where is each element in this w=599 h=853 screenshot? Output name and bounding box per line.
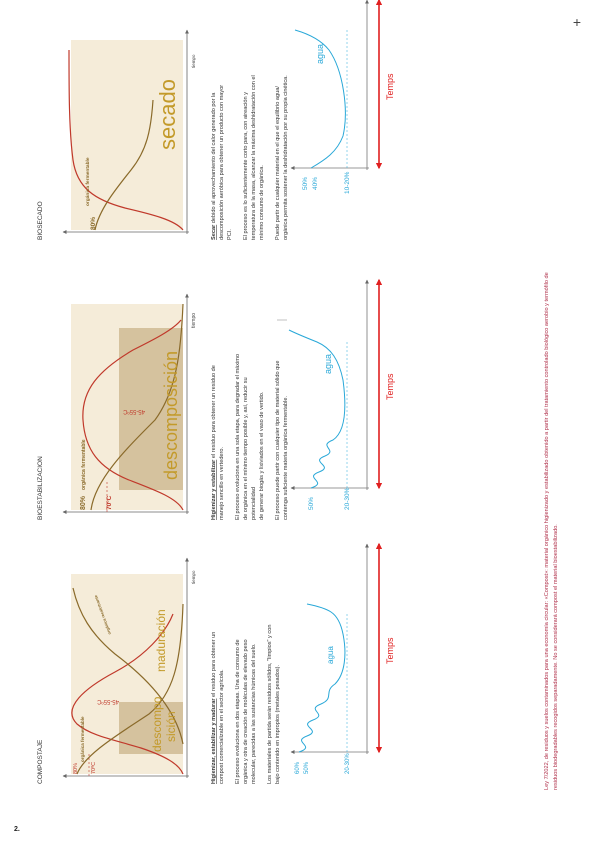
desc-p1-bold: Secar (211, 224, 217, 240)
desc-p3-l2: contenga suficiente materia orgánica fer… (283, 395, 289, 520)
section-title-bioestabilizacion: BIOESTABILIZACION (37, 456, 44, 520)
fermentable-organic-curve (76, 603, 184, 775)
label-temps: Temps (385, 373, 395, 400)
label-organica-fermentable: orgánica fermentable (81, 439, 87, 490)
desc-p3-l1: Los materiales de partida serán residuos… (267, 625, 273, 784)
section-title-compostaje: COMPOSTAJE (37, 739, 44, 784)
footer-note-line2: residuos biodegradables recogidos separa… (553, 524, 559, 790)
desc-p3-l1: Puede partir de cualquier material en el… (275, 86, 281, 240)
label-maduracion: maduración (154, 609, 168, 672)
section-title-biosecado: BIOSECADO (37, 201, 44, 240)
desc-p1-rest: el residuo para obtener un residuo de (211, 365, 217, 460)
desc-p2-l1: El proceso evoluciona en una sola etapa,… (235, 354, 241, 520)
description-bioestabilizacion: Higienizar y estabilizar el residuo para… (211, 354, 289, 520)
desc-p2-l1: El proceso evoluciona en dos etapas. Una… (235, 639, 241, 784)
temperature-curve (71, 613, 184, 775)
desc-p2-l1: El proceso es lo suficientemente corto p… (243, 92, 249, 240)
label-temp-range: 45-55ºC (96, 698, 119, 705)
footer-note: Ley 7/2022, de residuos y suelos contami… (544, 272, 559, 790)
label-temp-range: 45-55ºC (122, 408, 145, 415)
fermentable-organic-curve (90, 303, 184, 511)
thermophilic-band (119, 702, 183, 754)
label-70c: 70ºC (90, 762, 97, 774)
description-compostaje: Higienizar, estabilizar y madurar el res… (211, 625, 281, 784)
desc-p1-l2: descomposición aeróbica para obtener un … (219, 85, 225, 240)
label-agua: agua (326, 646, 335, 664)
label-50: 50% (308, 497, 315, 510)
desc-p2-l4: de generar biogás y lixiviados en el vas… (259, 391, 265, 520)
label-descompo: descompo (150, 696, 164, 752)
water-curve (294, 29, 346, 169)
label-temps: Temps (385, 637, 395, 664)
humidity-chart-biosecado: 50% 40% 10-20% agua Temps (290, 0, 395, 194)
desc-p1-bold: Higienizar, estabilizar y madurar (211, 698, 217, 784)
desc-p1-rest: el residuo para obtener un (211, 632, 217, 699)
desc-p1: Higienizar, estabilizar y madurar el res… (211, 632, 217, 784)
section-bioestabilizacion: BIOESTABILIZACION 80% 70ºC orgánica ferm… (37, 278, 395, 520)
desc-p2-l2: orgánica y otra de creación de moléculas… (243, 639, 249, 784)
desc-p2-l3: mínimo consumo de orgánica. (259, 165, 265, 240)
desc-p1-l2: compost comercializable en el sector agr… (219, 669, 225, 784)
label-80: 80% (90, 217, 97, 230)
temperature-curve (82, 319, 184, 511)
page-number: 2. (14, 826, 20, 833)
thermophilic-band (119, 328, 183, 490)
section-biosecado: BIOSECADO 80% orgánica fermentable secad… (37, 0, 395, 240)
humidity-chart-bioestabilizacion: 50% 20-30% agua Temps (277, 278, 395, 510)
label-50: 50% (304, 761, 310, 774)
desc-p2-l3: potencialidad (251, 487, 257, 520)
desc-p1-rest: debido al aprovechamiento del calor gene… (211, 92, 217, 225)
label-secado: secado (155, 79, 180, 150)
desc-p3-l1: El proceso puede partir con cualquier ti… (275, 360, 281, 520)
label-80: 80% (73, 763, 79, 774)
label-organica-fermentable: orgánica fermentable (80, 716, 85, 762)
desc-p3-l2: bajo contenido en impropios (metales pes… (275, 664, 281, 784)
label-tiempo: tiempo (191, 570, 196, 584)
desc-p3-l2: orgánica permita sostener la deshidratac… (283, 75, 289, 240)
label-2030: 20-30% (344, 487, 351, 510)
fermentable-organic-curve (94, 99, 154, 231)
chart-background (71, 40, 183, 230)
temperature-curve (68, 49, 184, 231)
desc-p1: Higienizar y estabilizar el residuo para… (211, 365, 217, 520)
label-80: 80% (80, 495, 87, 510)
desc-p2-l2: de orgánica en el mínimo tiempo posible … (243, 377, 249, 520)
desc-p2-l2: temperatura de la masa, alcanzar la máxi… (251, 75, 257, 240)
label-temps: Temps (385, 73, 395, 100)
water-curve (288, 329, 346, 489)
label-descomposicion: descomposición (161, 351, 181, 480)
footer-note-line1: Ley 7/2022, de residuos y suelos contami… (544, 272, 550, 790)
desc-p1-l3: PCI. (227, 229, 233, 240)
process-chart-bioestabilizacion: 80% 70ºC orgánica fermentable 45-55ºC de… (62, 293, 197, 514)
humidity-chart-compostaje: 60% 50% 20-30% agua Temps (290, 542, 395, 774)
label-70c: 70ºC (106, 495, 113, 510)
label-2030: 20-30% (345, 753, 351, 774)
label-50: 50% (302, 177, 309, 190)
desc-p2-l3: molecular, parecidas a las sustancias hú… (251, 643, 257, 784)
label-tiempo: tiempo (191, 54, 196, 68)
label-1020: 10-20% (344, 171, 351, 194)
label-60: 60% (295, 761, 301, 774)
label-tiempo: tiempo (191, 313, 197, 328)
label-agua: agua (315, 44, 325, 64)
desc-p1-bold: Higienizar y estabilizar (211, 459, 217, 520)
process-chart-biosecado: 80% orgánica fermentable secado tiempo (62, 29, 196, 234)
desc-p1: Secar debido al aprovechamiento del calo… (211, 92, 217, 240)
plus-icon: + (572, 14, 581, 30)
label-agua: agua (323, 354, 333, 374)
section-compostaje: COMPOSTAJE 80% 70ºC orgánica fermentable… (37, 542, 395, 784)
recalcitrant-organic-curve (72, 587, 184, 745)
description-biosecado: Secar debido al aprovechamiento del calo… (211, 75, 289, 240)
water-curve (298, 603, 346, 753)
label-40: 40% (312, 177, 319, 190)
label-sicion: sición (164, 711, 178, 742)
process-chart-compostaje: 80% 70ºC orgánica fermentable orgánica r… (62, 557, 196, 778)
desc-p1-l2: manejo sencillo en vertedero. (219, 446, 225, 520)
label-organica-fermentable: orgánica fermentable (85, 157, 91, 206)
